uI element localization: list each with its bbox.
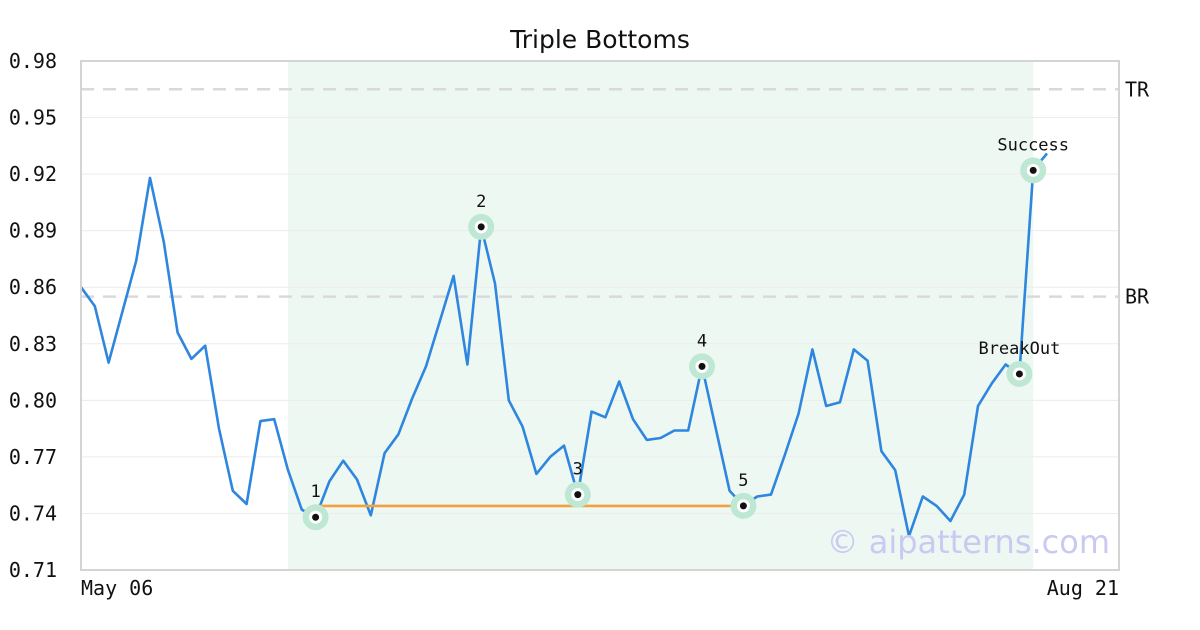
y-tick-label: 0.80	[9, 388, 57, 412]
y-tick-label: 0.92	[9, 162, 57, 186]
annotation-marker	[1029, 166, 1037, 174]
annotation-marker	[477, 223, 485, 231]
watermark: © aipatterns.com	[827, 523, 1110, 561]
price-series-line	[79, 152, 1049, 538]
annotation-marker	[312, 513, 320, 521]
plot-frame	[80, 60, 1120, 571]
annotation-marker	[1015, 370, 1023, 378]
y-tick-label: 0.95	[9, 106, 57, 130]
y-tick-label: 0.74	[9, 501, 57, 525]
y-tick-label: 0.86	[9, 275, 57, 299]
pattern-region-layer	[288, 61, 1034, 570]
annotation-label: 3	[573, 460, 583, 480]
level-label-tr: TR	[1125, 77, 1150, 101]
annotation-marker	[739, 502, 747, 510]
annotation-layer: 1 2 3 4 5 BreakOut Success	[302, 135, 1069, 531]
x-tick-label: Aug 21	[1047, 576, 1119, 600]
y-tick-label: 0.89	[9, 219, 57, 243]
y-tick-label: 0.98	[9, 49, 57, 73]
annotation-label: BreakOut	[978, 339, 1060, 359]
chart-title: Triple Bottoms	[509, 25, 690, 54]
annotation-label: 4	[697, 331, 707, 351]
y-tick-label: 0.71	[9, 558, 57, 582]
x-tick-label: May 06	[81, 576, 153, 600]
y-tick-label: 0.83	[9, 332, 57, 356]
annotation-label: Success	[997, 135, 1069, 155]
annotation-label: 1	[310, 482, 320, 502]
level-label-br: BR	[1125, 285, 1150, 309]
horizontal-levels-layer: TR BR	[81, 77, 1150, 309]
axis-ticks-layer: 0.98 0.95 0.92 0.89 0.86 0.83 0.80 0.77 0.74 0.71…	[9, 49, 1119, 600]
y-tick-label: 0.77	[9, 445, 57, 469]
annotation-marker	[698, 362, 706, 370]
pattern-region	[288, 61, 1034, 570]
annotation-label: 5	[738, 471, 748, 491]
series-layer	[79, 152, 1049, 538]
annotation-label: 2	[476, 192, 486, 212]
annotation-marker	[574, 491, 582, 499]
